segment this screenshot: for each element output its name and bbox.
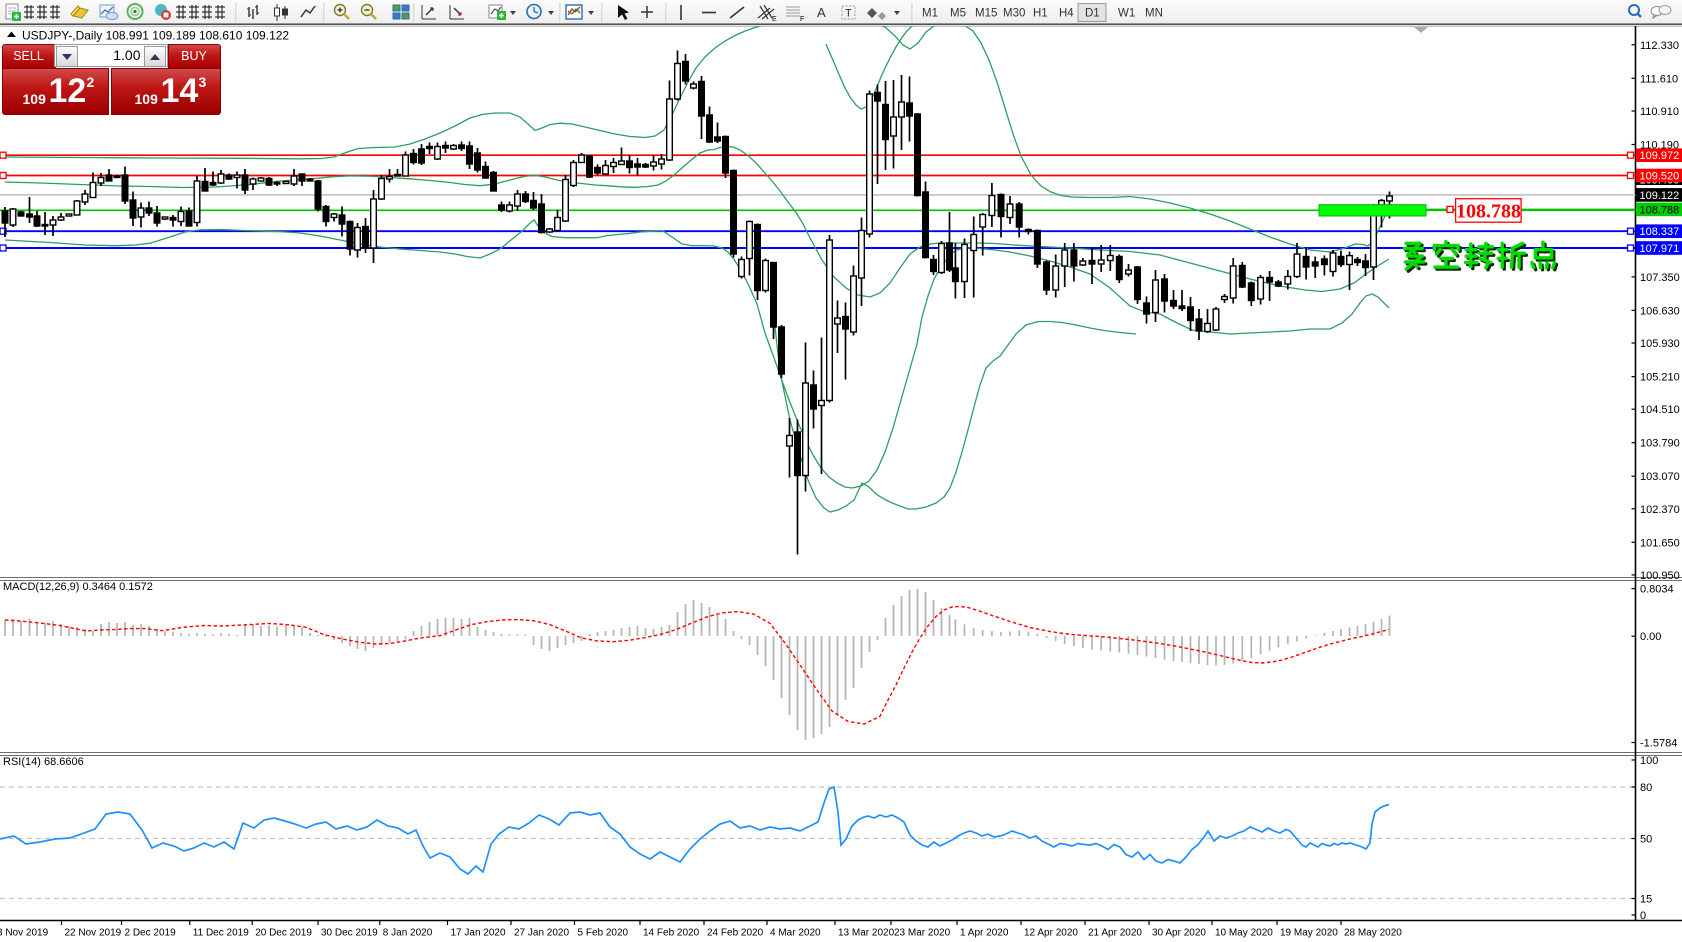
svg-text:23 Mar 2020: 23 Mar 2020 [894,928,951,939]
svg-text:108.788: 108.788 [1640,204,1680,216]
svg-text:USDJPY-,Daily 108.991 109.189: USDJPY-,Daily 108.991 109.189 108.610 10… [22,29,289,43]
svg-text:M1: M1 [922,8,938,20]
svg-text:28 May 2020: 28 May 2020 [1344,928,1402,939]
svg-text:MACD(12,26,9) 0.3464 0.1572: MACD(12,26,9) 0.3464 0.1572 [3,581,153,593]
svg-text:19 May 2020: 19 May 2020 [1280,928,1338,939]
svg-text:T: T [845,8,852,20]
svg-text:0.8034: 0.8034 [1640,584,1674,596]
svg-text:106.630: 106.630 [1640,305,1680,317]
svg-text:107.971: 107.971 [1640,243,1680,255]
svg-text:12 Apr 2020: 12 Apr 2020 [1024,928,1078,939]
svg-text:M5: M5 [950,8,966,20]
svg-text:110.910: 110.910 [1640,106,1679,118]
svg-text:MN: MN [1145,8,1163,20]
svg-text:2 Dec 2019: 2 Dec 2019 [125,928,177,939]
svg-text:100: 100 [1640,755,1658,767]
svg-text:11 Dec 2019: 11 Dec 2019 [193,928,249,939]
svg-text:109.972: 109.972 [1640,150,1680,162]
svg-text:108.788: 108.788 [1456,201,1521,223]
svg-text:15: 15 [1640,894,1652,906]
svg-text:30 Apr 2020: 30 Apr 2020 [1152,928,1206,939]
svg-text:17 Jan 2020: 17 Jan 2020 [451,928,506,939]
svg-text:1 Apr 2020: 1 Apr 2020 [960,928,1009,939]
svg-text:22 Nov 2019: 22 Nov 2019 [65,928,122,939]
svg-text:D1: D1 [1085,8,1100,20]
svg-text:H4: H4 [1059,8,1074,20]
svg-text:109.122: 109.122 [1640,190,1680,202]
svg-text:104.510: 104.510 [1640,404,1680,416]
svg-text:50: 50 [1640,834,1652,846]
svg-text:-1.5784: -1.5784 [1640,738,1677,750]
svg-text:105.930: 105.930 [1640,338,1680,350]
svg-text:10 May 2020: 10 May 2020 [1215,928,1273,939]
svg-text:A: A [817,5,826,20]
svg-text:30 Dec 2019: 30 Dec 2019 [321,928,378,939]
svg-text:109.520: 109.520 [1640,171,1680,183]
svg-text:14 Feb 2020: 14 Feb 2020 [643,928,700,939]
svg-text:108.337: 108.337 [1640,226,1680,238]
svg-text:102.370: 102.370 [1640,504,1680,516]
svg-text:103.070: 103.070 [1640,471,1680,483]
svg-text:F: F [800,16,804,23]
svg-text:0: 0 [1640,910,1646,922]
svg-text:111.610: 111.610 [1640,73,1678,85]
svg-text:H1: H1 [1033,8,1048,20]
svg-text:105.210: 105.210 [1640,372,1680,384]
svg-text:24 Feb 2020: 24 Feb 2020 [707,928,764,939]
svg-text:101.650: 101.650 [1640,537,1680,549]
svg-text:100.950: 100.950 [1640,570,1680,582]
svg-text:4 Mar 2020: 4 Mar 2020 [770,928,821,939]
svg-text:0.00: 0.00 [1640,631,1661,643]
svg-text:107.350: 107.350 [1640,272,1680,284]
svg-text:8 Jan 2020: 8 Jan 2020 [383,928,433,939]
svg-text:M15: M15 [975,8,997,20]
svg-text:13 Mar 2020: 13 Mar 2020 [838,928,895,939]
svg-text:80: 80 [1640,782,1652,794]
svg-text:103.790: 103.790 [1640,438,1680,450]
svg-text:W1: W1 [1118,8,1135,20]
svg-text:112.330: 112.330 [1640,40,1679,52]
svg-text:E: E [772,16,777,23]
svg-text:27 Jan 2020: 27 Jan 2020 [514,928,569,939]
svg-text:M30: M30 [1003,8,1025,20]
svg-text:5 Feb 2020: 5 Feb 2020 [578,928,629,939]
svg-text:RSI(14) 68.6606: RSI(14) 68.6606 [3,756,84,768]
svg-text:20 Dec 2019: 20 Dec 2019 [255,928,312,939]
svg-text:3 Nov 2019: 3 Nov 2019 [0,928,49,939]
svg-text:21 Apr 2020: 21 Apr 2020 [1088,928,1142,939]
